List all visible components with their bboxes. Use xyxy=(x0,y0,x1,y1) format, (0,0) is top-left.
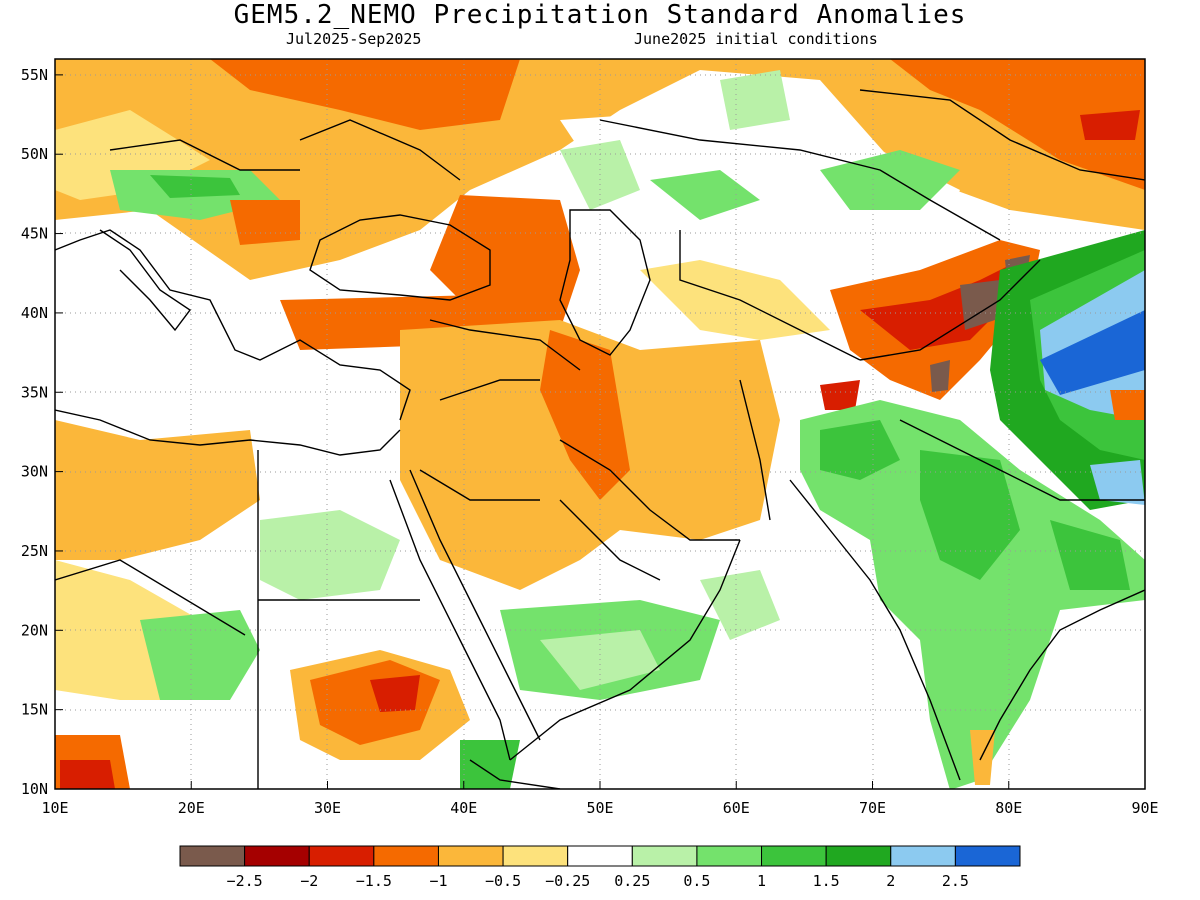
lat-label: 55N xyxy=(21,66,48,84)
initial-conditions: June2025 initial conditions xyxy=(634,30,878,48)
colorbar-label: 0.5 xyxy=(683,872,710,890)
colorbar-swatch xyxy=(502,845,569,867)
lat-label: 45N xyxy=(21,225,48,243)
colorbar-label: 1 xyxy=(757,872,766,890)
lat-label: 25N xyxy=(21,542,48,560)
lon-label: 40E xyxy=(450,799,477,817)
colorbar-swatch xyxy=(825,845,892,867)
lon-label: 80E xyxy=(995,799,1022,817)
lon-label: 50E xyxy=(586,799,613,817)
colorbar-label: 1.5 xyxy=(813,872,840,890)
lat-label: 35N xyxy=(21,383,48,401)
colorbar-label: 2 xyxy=(886,872,895,890)
lat-label: 20N xyxy=(21,621,48,639)
colorbar-swatch xyxy=(954,845,1021,867)
colorbar-label: −2.5 xyxy=(227,872,263,890)
graticule xyxy=(55,59,1145,789)
colorbar-label: −0.25 xyxy=(545,872,590,890)
lat-label: 30N xyxy=(21,463,48,481)
colorbar-swatch xyxy=(244,845,310,867)
lat-label: 15N xyxy=(21,701,48,719)
lon-label: 90E xyxy=(1131,799,1158,817)
lon-label: 60E xyxy=(723,799,750,817)
colorbar-labels: −2.5 −2 −1.5 −1 −0.5 −0.25 0.25 0.5 1 1.5 2 2.5 xyxy=(227,872,969,890)
colorbar-label: −1 xyxy=(429,872,447,890)
colorbar-label: −2 xyxy=(300,872,318,890)
colorbar-swatch xyxy=(567,845,633,867)
map-title: GEM5.2_NEMO Precipitation Standard Anoma… xyxy=(233,0,967,30)
forecast-period: Jul2025-Sep2025 xyxy=(286,30,422,48)
colorbar-swatch xyxy=(631,845,698,867)
axis-ticks xyxy=(54,74,1146,790)
colorbar-label: −0.5 xyxy=(485,872,521,890)
lat-label: 50N xyxy=(21,145,48,163)
lon-label: 20E xyxy=(178,799,205,817)
colorbar-swatch xyxy=(761,845,827,867)
lat-label: 10N xyxy=(21,780,48,798)
colorbar-swatch xyxy=(373,845,439,867)
colorbar-label: 2.5 xyxy=(942,872,969,890)
longitude-labels: 10E 20E 30E 40E 50E 60E 70E 80E 90E xyxy=(41,799,1158,817)
coastlines xyxy=(55,89,1145,789)
colorbar-label: −1.5 xyxy=(356,872,392,890)
colorbar-label: 0.25 xyxy=(614,872,650,890)
latitude-labels: 55N 50N 45N 40N 35N 30N 25N 20N 15N 10N xyxy=(21,66,48,798)
colorbar-swatch xyxy=(179,845,246,867)
colorbar xyxy=(179,845,1021,867)
lon-label: 30E xyxy=(314,799,341,817)
lon-label: 70E xyxy=(859,799,886,817)
lon-label: 10E xyxy=(41,799,68,817)
colorbar-swatch xyxy=(308,845,375,867)
colorbar-swatch xyxy=(890,845,956,867)
colorbar-swatch xyxy=(437,845,504,867)
lat-label: 40N xyxy=(21,304,48,322)
colorbar-swatch xyxy=(696,845,763,867)
